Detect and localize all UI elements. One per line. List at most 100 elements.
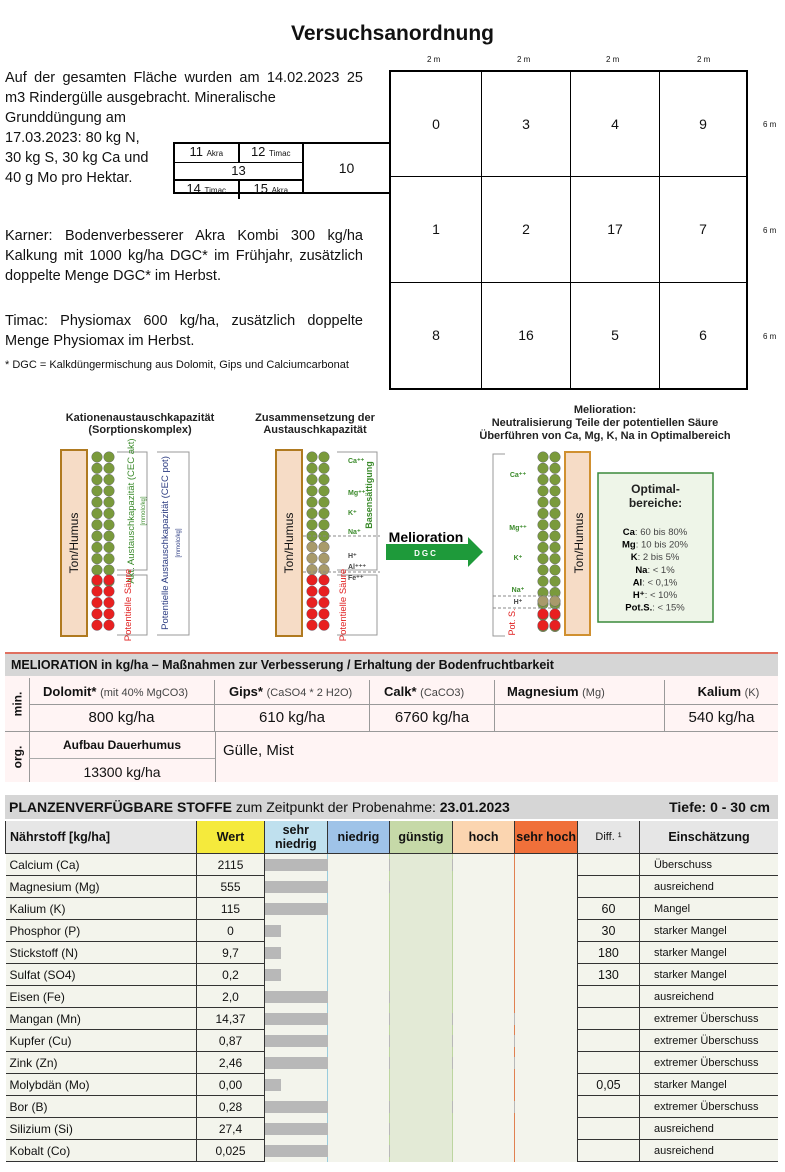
- nutrient-rating: starker Mangel: [638, 941, 778, 964]
- nutrient-row: Bor (B) 0,28 extremer Überschuss: [5, 1095, 778, 1118]
- ion-circle: [318, 462, 330, 474]
- arrow-label: Melioration: [389, 529, 464, 545]
- column-width-label: 2 m: [606, 55, 620, 64]
- nutrient-diff: [576, 1007, 640, 1030]
- column-header-wert: Wert: [196, 821, 265, 854]
- nutrient-name: Kalium (K): [5, 897, 197, 920]
- ion-circle: [537, 595, 549, 607]
- ion-circle: [91, 585, 103, 597]
- column-header-diff: Diff. ¹: [576, 821, 640, 854]
- nutrient-row: Eisen (Fe) 2,0 ausreichend: [5, 985, 778, 1008]
- nutrient-row: Mangan (Mn) 14,37 extremer Überschuss: [5, 1007, 778, 1030]
- ion-circle: [537, 474, 549, 486]
- nutrient-rating: extremer Überschuss: [638, 1007, 778, 1030]
- ion-circle: [91, 553, 103, 565]
- ion-circle: [103, 541, 115, 553]
- ion-circle: [103, 496, 115, 508]
- nutrient-row: Kobalt (Co) 0,025 ausreichend: [5, 1139, 778, 1162]
- ion-circle: [549, 451, 561, 463]
- nutrient-value: 0,2: [196, 963, 265, 986]
- nutrient-name: Kobalt (Co): [5, 1139, 197, 1162]
- nutrient-name: Eisen (Fe): [5, 985, 197, 1008]
- melioration-section: MELIORATION in kg/ha – Maßnahmen zur Ver…: [5, 652, 778, 782]
- column-header-sh: sehr hoch: [514, 821, 578, 854]
- diagram-2-title: Zusammensetzung der Austauschkapazität: [255, 412, 375, 436]
- ion-label: Fe⁺⁺: [348, 575, 364, 582]
- column-header-h: hoch: [451, 821, 515, 854]
- potential-acid-label: Pot. S.: [507, 608, 517, 635]
- nutrient-rating: Mangel: [638, 897, 778, 920]
- nutrient-value: 0,87: [196, 1029, 265, 1052]
- plot-cell: 4: [571, 72, 660, 178]
- org-text: Gülle, Mist: [223, 742, 294, 759]
- nutrient-diff: 130: [576, 963, 640, 986]
- clay-humus-bar: [60, 449, 88, 637]
- ion-label: Al⁺⁺⁺: [348, 564, 366, 571]
- ion-circle: [318, 564, 330, 576]
- column-header-g: günstig: [389, 821, 453, 854]
- nutrient-rating: starker Mangel: [638, 963, 778, 986]
- ion-circle: [549, 575, 561, 587]
- ion-circle: [103, 597, 115, 609]
- ion-circle: [91, 507, 103, 519]
- plot-10: 10: [338, 160, 355, 176]
- ion-circle: [318, 619, 330, 631]
- nutrient-value: 0,28: [196, 1095, 265, 1118]
- nutrient-row: Molybdän (Mo) 0,00 0,05 starker Mangel: [5, 1073, 778, 1096]
- cec-akt-label: Akt. Austauschkapazität (CEC akt): [126, 438, 137, 583]
- column-width-label: 2 m: [427, 55, 441, 64]
- ion-circle: [91, 541, 103, 553]
- ion-circle: [549, 608, 561, 620]
- page-title: Versuchsanordnung: [290, 22, 495, 45]
- nutrient-name: Mangan (Mn): [5, 1007, 197, 1030]
- nutrient-value: 0: [196, 919, 265, 942]
- ion-circle: [91, 597, 103, 609]
- ion-circle: [537, 451, 549, 463]
- nutrient-rating: ausreichend: [638, 985, 778, 1008]
- ion-circle: [537, 485, 549, 497]
- ion-circle: [537, 608, 549, 620]
- ton-humus-label: Ton/Humus: [282, 513, 296, 574]
- melioration-col-header: Gips* (CaSO4 * 2 H2O): [215, 680, 370, 704]
- nutrient-bar: [265, 1078, 281, 1091]
- ion-circle: [306, 585, 318, 597]
- ion-circle: [537, 575, 549, 587]
- plot-cell: 5: [571, 282, 660, 388]
- humus-value: 13300 kg/ha: [83, 764, 161, 780]
- ion-circle: [318, 574, 330, 586]
- row-height-label: 6 m: [763, 120, 777, 129]
- ion-circle: [549, 619, 561, 631]
- nutrient-rating: Überschuss: [638, 853, 778, 876]
- nutrient-value: 9,7: [196, 941, 265, 964]
- ion-circle: [306, 462, 318, 474]
- nutrient-diff: 0,05: [576, 1073, 640, 1096]
- optimal-range-item: H⁺: < 10%: [633, 590, 678, 601]
- ion-label: K⁺: [348, 510, 357, 517]
- ion-circle: [306, 574, 318, 586]
- nutrient-rating: ausreichend: [638, 1139, 778, 1162]
- ion-circle: [306, 564, 318, 576]
- nutrient-row: Zink (Zn) 2,46 extremer Überschuss: [5, 1051, 778, 1074]
- column-header-sn: sehr niedrig: [264, 821, 328, 854]
- plot-cell: 9: [660, 72, 746, 178]
- ion-circle: [103, 462, 115, 474]
- ion-circle: [306, 474, 318, 486]
- nutrient-rating: ausreichend: [638, 875, 778, 898]
- column-header-name: Nährstoff [kg/ha]: [5, 821, 197, 854]
- ion-circle: [91, 564, 103, 576]
- ion-circle: [549, 496, 561, 508]
- ion-label: K⁺: [514, 555, 523, 562]
- ion-circle: [318, 519, 330, 531]
- optimal-range-item: Na: < 1%: [635, 565, 675, 576]
- ion-circle: [306, 597, 318, 609]
- ion-circle: [306, 507, 318, 519]
- nutrient-rating: starker Mangel: [638, 919, 778, 942]
- ion-circle: [306, 519, 318, 531]
- ion-circle: [306, 451, 318, 463]
- melioration-col-header: Magnesium (Mg): [495, 680, 665, 704]
- ion-circle: [91, 519, 103, 531]
- ion-circle: [537, 519, 549, 531]
- ion-circle: [91, 474, 103, 486]
- nutrient-diff: [576, 1117, 640, 1140]
- ion-circle: [549, 595, 561, 607]
